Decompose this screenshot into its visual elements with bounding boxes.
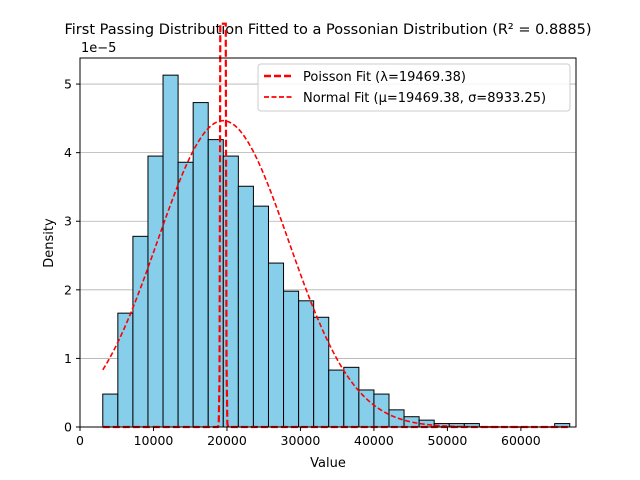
histogram-bar [147,155,164,428]
histogram-bar [117,312,134,428]
legend-box [257,63,571,112]
histogram-bar [313,316,330,428]
histogram-bar [102,393,119,428]
y-tick-label: 5 [64,77,72,92]
y-tick-label: 4 [64,145,72,160]
plot-frame [79,57,577,428]
x-tick-label: 10000 [134,433,174,448]
x-tick-label: 0 [76,433,84,448]
legend-label-normal: Normal Fit (μ=19469.38, σ=8933.25) [303,91,546,106]
histogram-bar [343,366,360,428]
histogram-bar [207,139,224,428]
x-tick-label: 30000 [281,433,321,448]
histogram-bar [177,161,194,428]
y-axis-ticks: 0 1 2 3 4 5 [64,77,80,435]
legend: Poisson Fit (λ=19469.38) Normal Fit (μ=1… [257,63,571,112]
histogram-bar [252,205,269,428]
y-tick-label: 3 [64,214,72,229]
histogram-bar [358,389,375,428]
histogram-bar [403,416,420,428]
x-tick-label: 50000 [428,433,468,448]
histogram-bar [162,74,179,428]
histogram-bar [192,102,209,428]
chart-title: First Passing Distribution Fitted to a P… [64,22,591,38]
histogram-bar [298,300,315,428]
histogram-bar [132,235,149,428]
x-axis-ticks: 0 10000 20000 30000 40000 50000 60000 [76,427,541,448]
y-tick-label: 1 [64,351,72,366]
y-tick-label: 2 [64,282,72,297]
x-tick-label: 40000 [354,433,394,448]
y-offset-text: 1e−5 [81,41,116,56]
histogram-bar [283,290,300,428]
histogram-bar [328,369,345,428]
histogram-bar [267,262,285,428]
x-tick-label: 20000 [207,433,247,448]
x-tick-label: 60000 [501,433,541,448]
legend-label-poisson: Poisson Fit (λ=19469.38) [303,70,466,85]
y-tick-label: 0 [64,420,72,435]
histogram-bar [388,409,405,428]
histogram-bars [102,74,571,428]
histogram-bar [237,185,254,428]
y-axis-label: Density [42,218,57,268]
x-axis-label: Value [310,456,346,471]
